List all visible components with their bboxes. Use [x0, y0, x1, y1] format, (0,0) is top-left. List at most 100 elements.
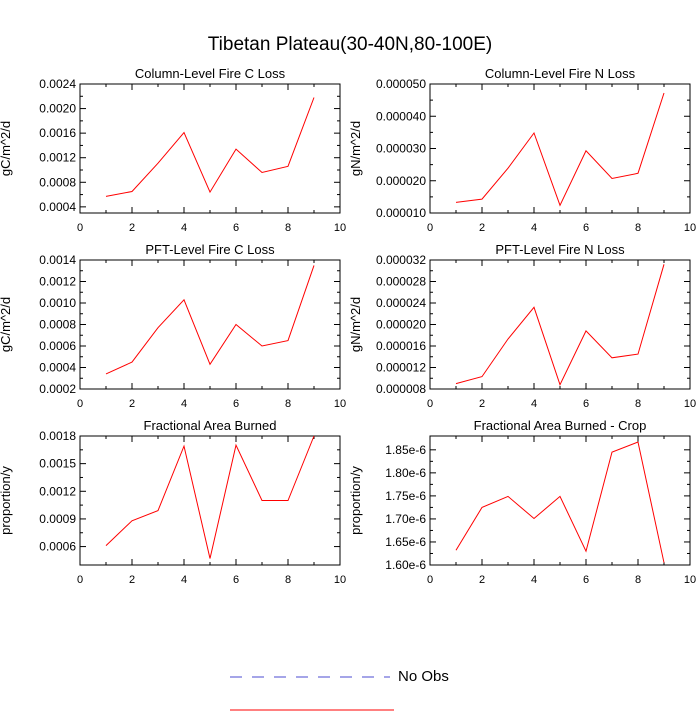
y-tick-label: 0.000020 — [376, 318, 426, 332]
panel-pft-level-fire-c-loss: PFT-Level Fire C Loss gC/m^2/d 0 2 4 6 8 10 0.00… — [0, 242, 346, 410]
plot-frame — [429, 259, 691, 390]
x-tick-label: 4 — [181, 222, 187, 234]
y-tick-label: 0.0012 — [39, 151, 76, 165]
y-tick-label: 0.0009 — [39, 512, 76, 526]
y-tick-label: 0.0004 — [39, 200, 76, 214]
panel-fractional-area-burned: Fractional Area Burned proportion/y 0 2 4 6 8 1… — [0, 418, 346, 586]
y-tick-label: 1.75e-6 — [385, 489, 426, 503]
x-tick-label: 6 — [233, 222, 239, 234]
x-tick-label: 4 — [531, 398, 537, 410]
y-tick-label: 0.0020 — [39, 102, 76, 116]
y-tick-label: 0.0015 — [39, 457, 76, 471]
y-tick-label: 0.000012 — [376, 361, 426, 375]
plot-frame — [79, 435, 341, 566]
y-tick-label: 1.85e-6 — [385, 443, 426, 457]
x-tick-label: 10 — [684, 398, 696, 410]
x-tick-label: 6 — [583, 574, 589, 586]
x-tick-label: 0 — [77, 574, 83, 586]
panel-title: Fractional Area Burned - Crop — [474, 418, 647, 433]
y-tick-label: 0.000032 — [376, 253, 426, 267]
x-tick-label: 10 — [334, 222, 346, 234]
x-tick-label: 8 — [285, 398, 291, 410]
y-axis-label: proportion/y — [348, 466, 363, 535]
y-tick-label: 0.000016 — [376, 339, 426, 353]
y-tick-label: 0.000028 — [376, 275, 426, 289]
y-tick-label: 0.000050 — [376, 77, 426, 91]
x-tick-label: 8 — [635, 398, 641, 410]
legend-label-no-obs: No Obs — [398, 668, 449, 685]
series-line-1850-175 — [455, 264, 665, 387]
series-line-1850-175 — [455, 441, 665, 563]
series-line-1850-175 — [105, 97, 315, 197]
x-tick-label: 10 — [334, 398, 346, 410]
plot-frame — [429, 83, 691, 214]
y-tick-label: 0.0008 — [39, 318, 76, 332]
x-tick-label: 4 — [531, 574, 537, 586]
series-line-1850-175 — [105, 265, 315, 375]
x-tick-label: 8 — [635, 574, 641, 586]
y-tick-label: 1.60e-6 — [385, 558, 426, 572]
x-tick-label: 0 — [427, 398, 433, 410]
y-tick-label: 0.0002 — [39, 382, 76, 396]
x-tick-label: 6 — [233, 574, 239, 586]
panel-column-level-fire-c-loss: Column-Level Fire C Loss gC/m^2/d 0 2 4 6 8 10 0… — [0, 66, 346, 234]
panel-column-level-fire-n-loss: Column-Level Fire N Loss gN/m^2/d 0 2 4 6 8 10 0… — [348, 66, 696, 234]
x-tick-label: 0 — [77, 222, 83, 234]
x-tick-label: 6 — [583, 398, 589, 410]
y-tick-label: 0.0008 — [39, 175, 76, 189]
y-tick-label: 1.65e-6 — [385, 535, 426, 549]
y-tick-label: 0.0012 — [39, 275, 76, 289]
x-tick-label: 8 — [285, 222, 291, 234]
panel-pft-level-fire-n-loss: PFT-Level Fire N Loss gN/m^2/d 0 2 4 6 8 10 0.00… — [348, 242, 696, 410]
x-tick-label: 6 — [583, 222, 589, 234]
y-tick-label: 0.0024 — [39, 77, 76, 91]
legend-line-1850-175 — [230, 709, 394, 711]
y-tick-label: 0.0012 — [39, 484, 76, 498]
x-tick-label: 4 — [181, 574, 187, 586]
y-tick-label: 0.0006 — [39, 339, 76, 353]
y-tick-label: 0.000030 — [376, 142, 426, 156]
y-tick-label: 0.000008 — [376, 382, 426, 396]
x-tick-label: 8 — [635, 222, 641, 234]
x-tick-label: 10 — [334, 574, 346, 586]
y-axis-label: gC/m^2/d — [0, 121, 13, 176]
legend-line-no-obs — [230, 676, 390, 678]
x-tick-label: 2 — [479, 222, 485, 234]
y-tick-label: 0.000010 — [376, 206, 426, 220]
x-tick-label: 10 — [684, 574, 696, 586]
panel-title: Fractional Area Burned — [144, 418, 277, 433]
x-tick-label: 4 — [181, 398, 187, 410]
x-tick-label: 2 — [479, 398, 485, 410]
x-tick-label: 2 — [129, 574, 135, 586]
y-tick-label: 0.000040 — [376, 109, 426, 123]
x-tick-label: 6 — [233, 398, 239, 410]
y-tick-label: 0.000020 — [376, 174, 426, 188]
y-tick-label: 0.0004 — [39, 361, 76, 375]
x-tick-label: 10 — [684, 222, 696, 234]
y-axis-label: gC/m^2/d — [0, 297, 13, 352]
y-axis-label: gN/m^2/d — [348, 121, 363, 176]
panel-title: PFT-Level Fire C Loss — [145, 242, 275, 257]
y-tick-label: 0.0006 — [39, 540, 76, 554]
y-tick-label: 0.000024 — [376, 296, 426, 310]
panel-title: Column-Level Fire C Loss — [135, 66, 286, 81]
x-tick-label: 2 — [129, 222, 135, 234]
series-line-1850-175 — [455, 92, 665, 207]
series-line-1850-175 — [105, 435, 315, 559]
y-axis-label: gN/m^2/d — [348, 297, 363, 352]
plot-frame — [79, 259, 341, 390]
y-tick-label: 0.0016 — [39, 126, 76, 140]
x-tick-label: 0 — [427, 574, 433, 586]
panel-title: Column-Level Fire N Loss — [485, 66, 636, 81]
y-tick-label: 1.70e-6 — [385, 512, 426, 526]
x-tick-label: 8 — [285, 574, 291, 586]
x-tick-label: 4 — [531, 222, 537, 234]
panel-title: PFT-Level Fire N Loss — [495, 242, 625, 257]
y-tick-label: 1.80e-6 — [385, 466, 426, 480]
x-tick-label: 0 — [427, 222, 433, 234]
y-tick-label: 0.0010 — [39, 296, 76, 310]
y-axis-label: proportion/y — [0, 466, 13, 535]
x-tick-label: 2 — [129, 398, 135, 410]
panel-fractional-area-burned-crop: Fractional Area Burned - Crop proportion/… — [348, 418, 696, 586]
page-title: Tibetan Plateau(30-40N,80-100E) — [207, 34, 493, 55]
